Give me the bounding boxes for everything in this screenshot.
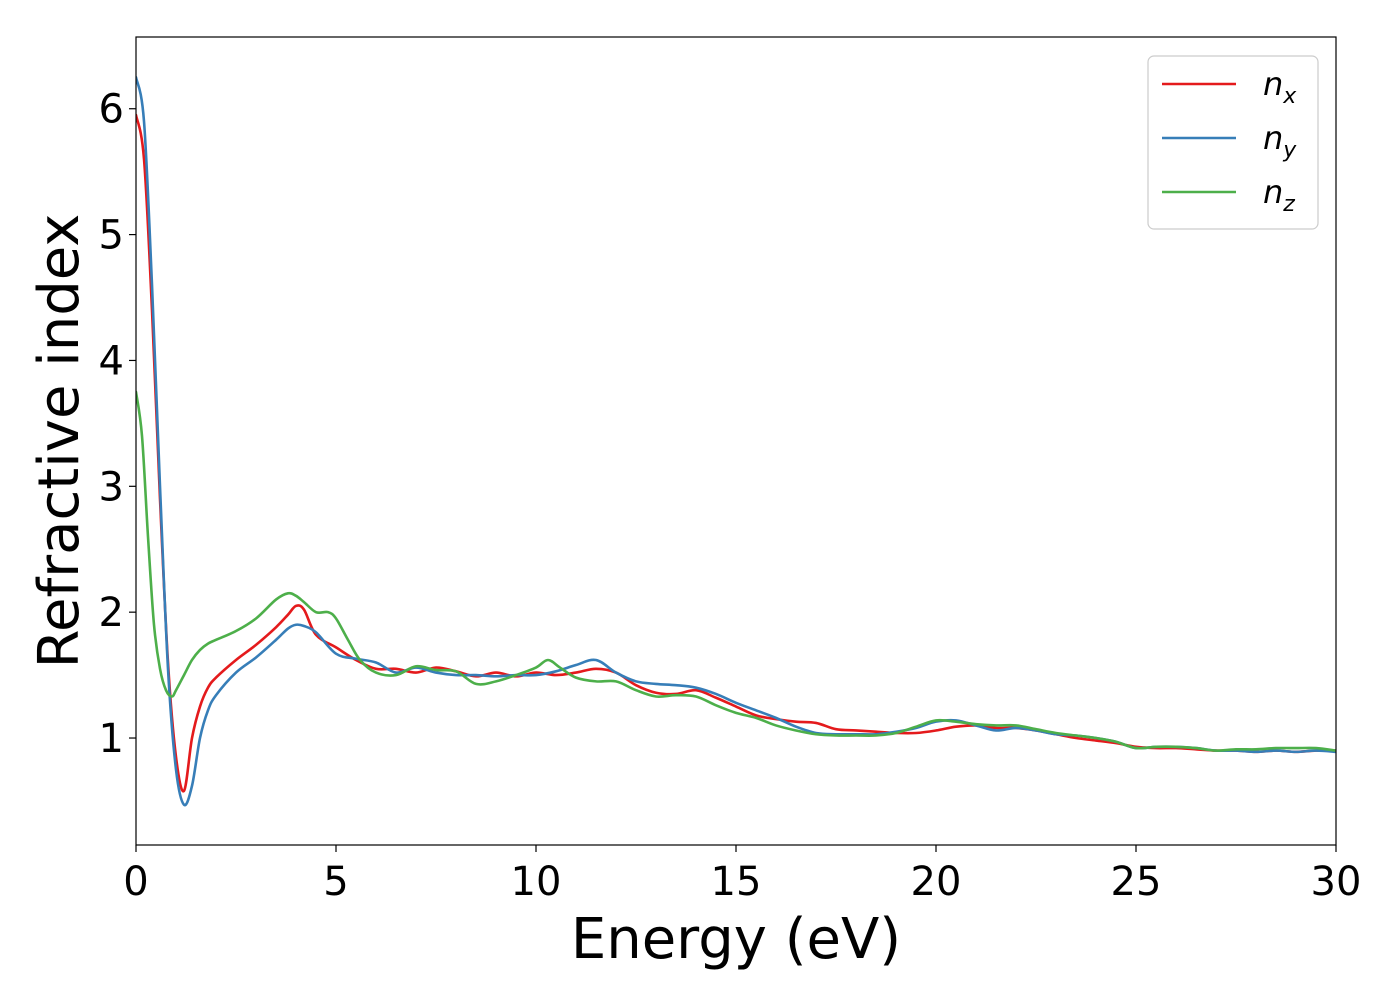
x-tick-label: 15 xyxy=(711,859,762,905)
x-axis: 0 5 10 15 20 25 30 xyxy=(123,845,1361,905)
y-axis-title: Refractive index xyxy=(27,214,92,669)
y-tick-label: 1 xyxy=(99,716,124,762)
y-tick-label: 2 xyxy=(99,590,124,636)
x-tick-label: 0 xyxy=(123,859,148,905)
series-line-nz xyxy=(136,390,1336,752)
series-line-nx xyxy=(136,113,1336,793)
legend-label-subscript: x xyxy=(1282,84,1297,109)
x-tick-label: 5 xyxy=(323,859,348,905)
y-tick-label: 4 xyxy=(99,338,124,384)
y-tick-label: 5 xyxy=(99,213,124,259)
x-axis-title: Energy (eV) xyxy=(571,907,901,972)
x-tick-label: 20 xyxy=(911,859,962,905)
legend-label-subscript: y xyxy=(1282,138,1297,163)
x-tick-label: 10 xyxy=(511,859,562,905)
y-tick-label: 6 xyxy=(99,87,124,133)
legend-box xyxy=(1147,55,1319,230)
y-axis: 1 2 3 4 5 6 xyxy=(99,87,136,762)
x-tick-label: 25 xyxy=(1111,859,1162,905)
legend-label-subscript: z xyxy=(1282,192,1295,217)
y-tick-label: 3 xyxy=(99,464,124,510)
series-layer xyxy=(136,75,1336,807)
x-tick-label: 30 xyxy=(1311,859,1362,905)
